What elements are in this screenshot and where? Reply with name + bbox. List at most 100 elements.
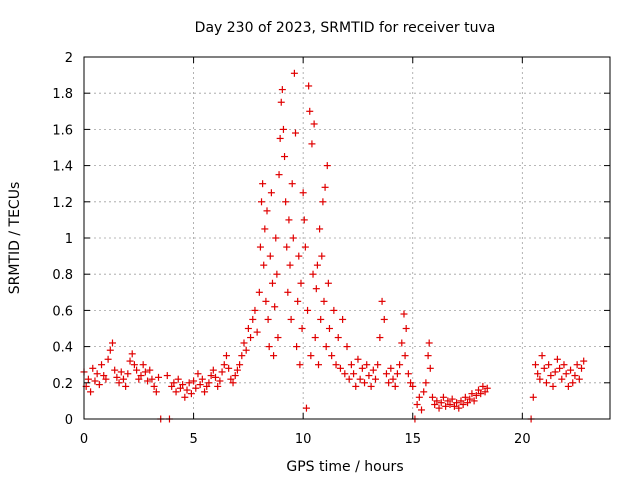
data-point bbox=[212, 373, 219, 381]
data-point bbox=[347, 361, 355, 369]
data-point bbox=[393, 370, 401, 378]
x-axis-ticks: 0 5 10 15 20 bbox=[80, 57, 531, 447]
data-point bbox=[404, 370, 412, 378]
data-point bbox=[290, 69, 298, 77]
data-point bbox=[285, 216, 293, 224]
data-point bbox=[225, 364, 233, 372]
data-point bbox=[332, 361, 340, 369]
data-point bbox=[457, 397, 465, 405]
data-point bbox=[398, 339, 406, 347]
data-point bbox=[569, 379, 577, 387]
data-point bbox=[391, 382, 399, 390]
grid bbox=[84, 57, 610, 419]
data-point bbox=[571, 372, 579, 380]
y-tick-label: 1 bbox=[65, 232, 73, 247]
x-tick-label: 20 bbox=[514, 432, 531, 447]
data-point bbox=[301, 243, 309, 251]
data-point bbox=[551, 368, 559, 376]
data-point bbox=[273, 270, 281, 278]
data-point bbox=[259, 180, 267, 188]
data-point bbox=[117, 368, 125, 376]
data-point bbox=[400, 310, 408, 318]
data-point bbox=[133, 366, 141, 374]
data-point bbox=[466, 395, 474, 403]
data-point bbox=[192, 384, 200, 392]
data-point bbox=[345, 375, 353, 383]
data-point bbox=[455, 404, 463, 412]
data-point bbox=[106, 346, 114, 354]
data-point bbox=[350, 370, 358, 378]
data-point bbox=[313, 261, 321, 269]
data-point bbox=[89, 364, 97, 372]
data-point bbox=[545, 361, 553, 369]
data-point bbox=[277, 98, 285, 106]
data-point bbox=[319, 198, 327, 206]
data-point bbox=[318, 252, 326, 260]
data-point bbox=[168, 382, 176, 390]
data-point bbox=[529, 393, 537, 401]
data-point bbox=[260, 261, 268, 269]
data-point bbox=[298, 325, 306, 332]
data-point bbox=[124, 370, 132, 378]
data-point bbox=[216, 377, 224, 385]
data-point bbox=[299, 189, 307, 197]
data-point bbox=[179, 381, 187, 389]
data-point bbox=[95, 381, 103, 389]
data-point bbox=[288, 180, 296, 188]
x-tick-label: 10 bbox=[295, 432, 312, 447]
data-point bbox=[558, 375, 566, 383]
data-point bbox=[312, 285, 320, 293]
data-point bbox=[578, 364, 586, 372]
data-point bbox=[304, 306, 312, 314]
data-point bbox=[91, 377, 99, 385]
data-point bbox=[256, 243, 264, 251]
data-point bbox=[209, 366, 217, 374]
data-point bbox=[115, 379, 123, 387]
y-tick-label: 0.4 bbox=[52, 341, 73, 356]
data-point bbox=[413, 401, 421, 409]
data-point bbox=[461, 393, 469, 401]
y-tick-label: 1.2 bbox=[52, 196, 73, 211]
x-tick-label: 0 bbox=[80, 432, 88, 447]
data-point bbox=[190, 377, 198, 385]
data-point bbox=[87, 388, 95, 396]
data-point bbox=[258, 198, 266, 206]
data-point bbox=[261, 225, 269, 233]
data-point bbox=[98, 361, 106, 369]
data-point bbox=[380, 315, 388, 323]
data-point bbox=[343, 343, 351, 351]
data-point bbox=[276, 134, 284, 142]
data-point bbox=[459, 401, 467, 409]
data-point bbox=[424, 352, 432, 360]
data-point bbox=[407, 379, 415, 387]
y-tick-label: 0.2 bbox=[52, 377, 73, 392]
data-point bbox=[575, 375, 583, 383]
data-point bbox=[401, 352, 409, 360]
data-point bbox=[281, 153, 289, 161]
data-point bbox=[122, 382, 130, 390]
data-point bbox=[324, 279, 332, 287]
data-point bbox=[170, 379, 178, 387]
data-point bbox=[284, 288, 292, 296]
data-point bbox=[286, 261, 294, 269]
data-point bbox=[283, 243, 291, 251]
data-point bbox=[422, 379, 430, 387]
data-point bbox=[222, 352, 230, 360]
data-point bbox=[263, 207, 271, 215]
data-point bbox=[542, 379, 550, 387]
data-point bbox=[306, 107, 314, 115]
data-point bbox=[470, 397, 478, 405]
data-point bbox=[207, 372, 215, 380]
data-point bbox=[279, 125, 287, 133]
data-point bbox=[238, 352, 246, 360]
data-point bbox=[152, 388, 160, 396]
x-axis-label: GPS time / hours bbox=[286, 459, 403, 475]
data-point bbox=[201, 388, 209, 396]
data-point bbox=[271, 303, 279, 311]
data-point bbox=[264, 315, 272, 323]
data-point bbox=[291, 129, 299, 137]
data-point bbox=[538, 352, 546, 360]
data-point bbox=[468, 390, 476, 398]
